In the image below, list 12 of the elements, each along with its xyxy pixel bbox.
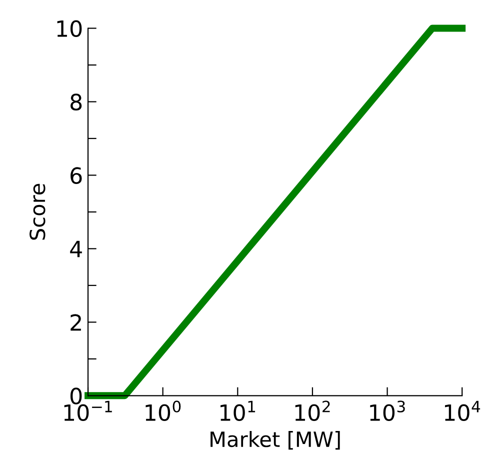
y-tick-label: 2 <box>70 314 81 331</box>
x-tick-label: 10$^{3}$ <box>370 400 405 422</box>
x-axis-title: Market [MW] <box>210 431 340 450</box>
y-axis-title: Score <box>30 184 46 240</box>
y-tick-label: 6 <box>70 167 82 184</box>
x-tick-label: 10$^{1}$ <box>220 400 256 422</box>
x-tick-label: 10$^{0}$ <box>146 400 181 422</box>
x-tick-label: 10$^{4}$ <box>444 400 480 422</box>
y-tick-label: 4 <box>70 240 82 258</box>
y-tick-label: 10 <box>57 20 82 38</box>
y-tick-label: 8 <box>70 94 82 110</box>
x-tick-label: 10$^{2}$ <box>295 400 330 422</box>
